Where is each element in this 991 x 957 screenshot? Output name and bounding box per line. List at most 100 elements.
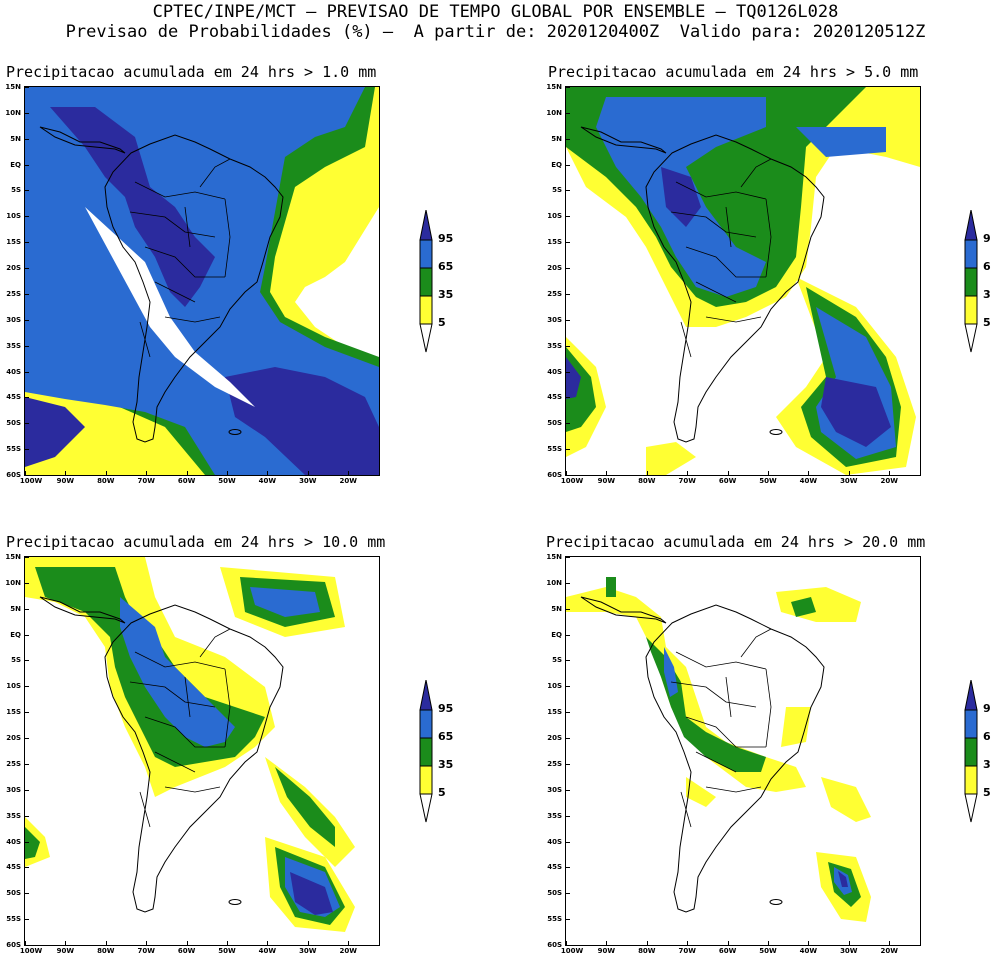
lat-tick [25,608,29,610]
legend-swatch-95 [964,680,978,711]
lon-label: 80W [638,477,656,485]
legend-label: 5 [983,786,991,799]
lat-tick [25,945,29,946]
lon-tick [25,471,26,475]
prob-area-95 [290,872,333,915]
country-border [129,681,216,708]
panel-1-map[interactable]: 15N 10N 5N EQ 5S 10S 15S 20S 25S 30S 35S 40S 45S 50S 5… [5,83,380,485]
falkland-islands [769,429,783,435]
legend-under-triangle [419,323,433,353]
lat-tick [566,397,570,399]
country-border [154,281,196,303]
lat-tick [25,893,29,895]
lon-tick [768,471,769,475]
country-border [134,651,226,670]
panel-4-map[interactable]: 15N 10N 5N EQ 5S 10S 15S 20S 25S 30S 35S 40S 45S 50S 5… [546,553,921,955]
panel-3-map[interactable]: 15N 10N 5N EQ 5S 10S 15S 20S 25S 30S 35S 40S 45S 50S 5… [5,553,380,955]
prob-area-95 [25,107,379,475]
lat-tick [25,164,29,166]
lon-label: 30W [299,947,317,955]
lat-tick [25,634,29,636]
lon-tick [307,941,309,945]
lat-label: EQ [10,160,21,169]
lat-tick [566,87,570,88]
panel-3-title: Precipitacao acumulada em 24 hrs > 10.0 … [6,533,386,551]
lat-label: 25S [6,289,21,298]
lat-label: 50S [6,889,21,898]
legend-label: 95 [438,702,454,715]
figure-title-line-2: Previsao de Probabilidades (%) – A parti… [65,22,926,42]
lat-label: 15N [546,553,562,561]
lat-tick [566,867,570,869]
lat-label: 10N [546,108,562,117]
lon-label: 90W [597,477,616,485]
lat-tick [566,789,570,791]
panel-1-title: Precipitacao acumulada em 24 hrs > 1.0 m… [6,63,377,81]
country-border [144,716,225,748]
lat-label: 25S [6,759,21,768]
lon-label: 70W [137,947,155,955]
legend-under-triangle [419,793,433,823]
legend-swatch-35 [419,267,433,297]
lat-tick [566,841,570,843]
lat-tick [25,293,29,295]
lat-tick [25,190,29,192]
prob-area-95 [838,871,848,887]
legend-swatch-35 [419,737,433,767]
country-border [725,676,732,718]
lat-tick [566,945,570,946]
lat-label: 40S [547,367,562,376]
panel-3-legend: 95 65 35 5 [418,680,478,830]
legend-label: 95 [438,232,454,245]
lon-tick [768,941,769,945]
lon-tick [186,941,188,945]
lon-tick [687,941,689,945]
lat-label: 55S [6,915,21,924]
lat-tick [25,242,29,244]
legend-swatch-35 [964,267,978,297]
lat-tick [25,919,29,921]
country-border [685,716,766,748]
legend-label: 5 [983,316,991,329]
panel-2-map[interactable]: 15N 10N 5N EQ 5S 10S 15S 20S 25S 30S 35S 40S 45S 50S 5… [546,83,921,485]
country-border [184,676,191,718]
country-border [199,158,231,188]
lon-tick [348,471,350,475]
lon-label: 70W [137,477,155,485]
lat-label: 40S [6,837,21,846]
prob-area-65 [120,587,340,917]
legend-colorbar [419,210,433,353]
lat-label: 5N [551,604,562,613]
lat-tick [25,789,29,791]
lat-tick [566,815,570,817]
legend-label: 5 [438,786,446,799]
legend-swatch-95 [419,210,433,241]
legend-label: 65 [438,730,454,743]
country-border [675,181,767,200]
lon-tick [808,471,810,475]
country-border [139,321,151,358]
lon-tick [267,941,269,945]
lat-tick [566,686,570,688]
legend-label: 95 [983,702,991,715]
lon-tick [727,941,729,945]
country-border [695,751,737,773]
lat-label: 10N [5,578,21,587]
lat-tick [25,371,29,373]
lon-label: 30W [840,947,858,955]
lat-label: 45S [547,863,562,872]
lon-label: 30W [840,477,858,485]
lon-label: 90W [597,947,616,955]
country-border [224,668,231,748]
lat-label: 50S [6,419,21,428]
legend-swatch-5 [964,295,978,325]
lon-tick [646,471,648,475]
panel-4-legend: 95 65 35 5 [963,680,991,830]
legend-colorbar [964,680,978,823]
lat-tick [566,319,570,321]
central-america-coastline [39,126,126,154]
country-border [184,206,191,248]
central-america-coastline [39,596,126,624]
country-border [705,316,762,323]
coastline [645,134,825,443]
